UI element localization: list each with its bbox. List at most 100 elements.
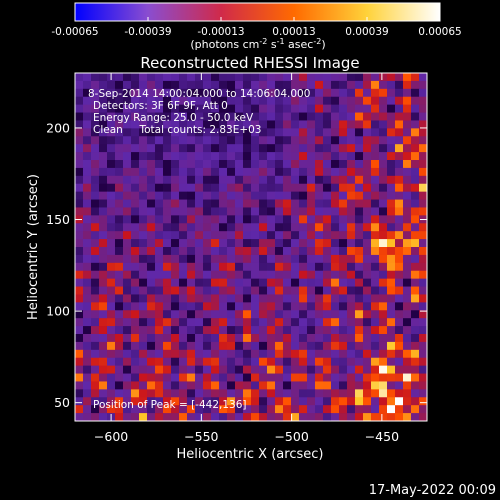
heatmap-cell bbox=[267, 160, 276, 169]
heatmap-cell bbox=[99, 104, 108, 113]
colorbar-tick-label: -0.00065 bbox=[51, 26, 98, 38]
heatmap-cell bbox=[123, 286, 132, 295]
heatmap-cell bbox=[419, 302, 427, 311]
heatmap-cell bbox=[155, 318, 164, 327]
heatmap-cell bbox=[75, 152, 84, 161]
heatmap-cell bbox=[155, 183, 164, 193]
heatmap-cell bbox=[139, 334, 148, 343]
heatmap-cell bbox=[203, 349, 212, 359]
heatmap-cell bbox=[75, 302, 84, 311]
heatmap-cell bbox=[419, 136, 427, 145]
heatmap-cell bbox=[387, 152, 396, 161]
heatmap-cell bbox=[275, 389, 284, 398]
heatmap-cell bbox=[267, 80, 276, 90]
heatmap-cell bbox=[259, 389, 268, 398]
heatmap-cell bbox=[379, 318, 388, 327]
heatmap-cell bbox=[139, 239, 148, 248]
heatmap-cell bbox=[395, 326, 404, 335]
heatmap-cell bbox=[251, 413, 260, 421]
heatmap-cell bbox=[219, 294, 228, 303]
heatmap-cell bbox=[195, 183, 204, 193]
heatmap-cell bbox=[243, 349, 252, 359]
heatmap-cell bbox=[91, 231, 100, 240]
heatmap-cell bbox=[251, 215, 260, 224]
heatmap-cell bbox=[267, 152, 276, 161]
heatmap-cell bbox=[259, 215, 268, 224]
heatmap-cell bbox=[195, 136, 204, 145]
heatmap-cell bbox=[99, 183, 108, 193]
heatmap-cell bbox=[267, 239, 276, 248]
heatmap-cell bbox=[403, 373, 412, 382]
heatmap-cell bbox=[219, 191, 228, 200]
heatmap-cell bbox=[251, 199, 260, 208]
heatmap-cell bbox=[187, 381, 196, 390]
heatmap-cell bbox=[235, 373, 244, 382]
heatmap-cell bbox=[155, 207, 164, 216]
heatmap-cell bbox=[299, 286, 308, 295]
heatmap-cell bbox=[203, 152, 212, 161]
heatmap-cell bbox=[227, 239, 236, 248]
heatmap-cell bbox=[307, 112, 316, 121]
heatmap-cell bbox=[411, 199, 420, 208]
heatmap-cell bbox=[91, 88, 100, 98]
heatmap-cell bbox=[339, 310, 348, 319]
heatmap-cell bbox=[243, 326, 252, 335]
heatmap-cell bbox=[307, 278, 316, 287]
heatmap-cell bbox=[371, 247, 380, 256]
heatmap-cell bbox=[387, 294, 396, 303]
heatmap-cell bbox=[99, 373, 108, 382]
heatmap-cell bbox=[155, 381, 164, 390]
heatmap-cell bbox=[235, 341, 244, 351]
heatmap-cell bbox=[275, 286, 284, 295]
heatmap-cell bbox=[275, 365, 284, 374]
heatmap-cell bbox=[155, 144, 164, 153]
heatmap-cell bbox=[299, 270, 308, 280]
heatmap-cell bbox=[187, 397, 196, 406]
heatmap-cell bbox=[315, 413, 324, 421]
heatmap-cell bbox=[339, 128, 348, 137]
heatmap-cell bbox=[411, 112, 420, 121]
heatmap-cell bbox=[299, 136, 308, 145]
heatmap-cell bbox=[347, 247, 356, 256]
heatmap-cell bbox=[347, 80, 356, 90]
heatmap-cell bbox=[307, 191, 316, 200]
heatmap-cell bbox=[155, 152, 164, 161]
heatmap-cell bbox=[379, 278, 388, 287]
heatmap-cell bbox=[219, 270, 228, 280]
heatmap-cell bbox=[339, 96, 348, 106]
heatmap-cell bbox=[299, 341, 308, 351]
heatmap-cell bbox=[267, 334, 276, 343]
heatmap-cell bbox=[355, 294, 364, 303]
heatmap-cell bbox=[235, 239, 244, 248]
heatmap-cell bbox=[251, 341, 260, 351]
heatmap-cell bbox=[83, 207, 92, 216]
heatmap-cell bbox=[339, 357, 348, 367]
heatmap-cell bbox=[227, 199, 236, 208]
heatmap-cell bbox=[371, 413, 380, 421]
heatmap-cell bbox=[195, 373, 204, 382]
heatmap-cell bbox=[315, 183, 324, 193]
heatmap-cell bbox=[139, 262, 148, 272]
heatmap-cell bbox=[131, 294, 140, 303]
heatmap-cell bbox=[363, 120, 372, 129]
heatmap-cell bbox=[267, 270, 276, 280]
heatmap-cell bbox=[219, 96, 228, 106]
heatmap-cell bbox=[363, 112, 372, 121]
heatmap-cell bbox=[203, 341, 212, 351]
heatmap-cell bbox=[195, 88, 204, 98]
heatmap-cell bbox=[75, 254, 84, 264]
heatmap-cell bbox=[363, 136, 372, 145]
heatmap-cell bbox=[203, 120, 212, 129]
heatmap-cell bbox=[411, 73, 420, 82]
heatmap-cell bbox=[379, 231, 388, 240]
heatmap-cell bbox=[379, 80, 388, 90]
heatmap-cell bbox=[347, 302, 356, 311]
heatmap-cell bbox=[323, 278, 332, 287]
heatmap-cell bbox=[339, 112, 348, 121]
heatmap-cell bbox=[235, 381, 244, 390]
heatmap-cell bbox=[395, 254, 404, 264]
heatmap-cell bbox=[171, 199, 180, 208]
heatmap-cell bbox=[251, 357, 260, 367]
heatmap-cell bbox=[123, 302, 132, 311]
heatmap-cell bbox=[267, 167, 276, 177]
